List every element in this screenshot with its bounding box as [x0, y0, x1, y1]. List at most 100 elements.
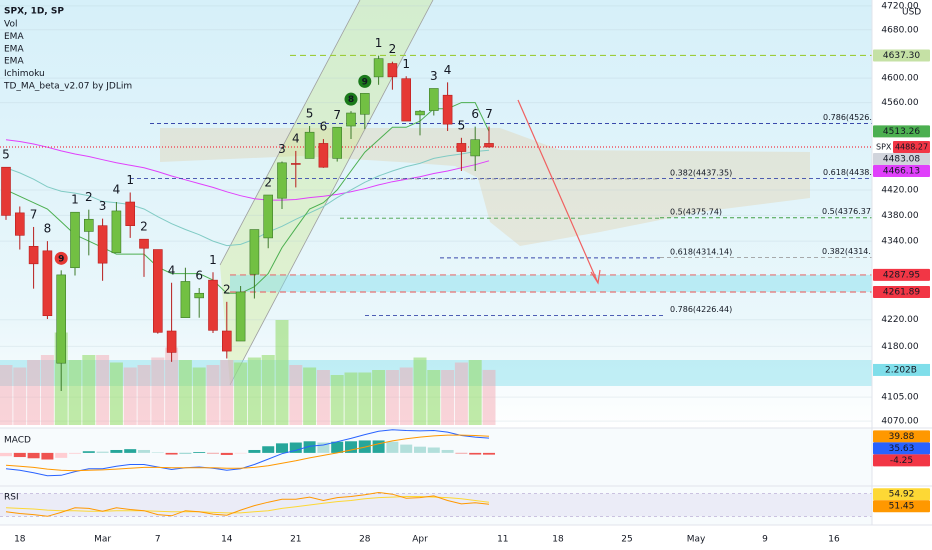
macd-histogram [207, 452, 219, 454]
volume-bar [247, 357, 261, 425]
indicator-line [5, 102, 490, 294]
macd-histogram [469, 452, 482, 455]
candle-body [277, 162, 287, 199]
y-tick-label: 4380.00 [881, 211, 918, 221]
arrow-head [590, 269, 601, 285]
x-tick-label: 7 [155, 535, 161, 545]
price-box-label: 54.92 [889, 490, 915, 500]
pane-title: RSI [4, 493, 19, 503]
macd-histogram [179, 452, 192, 454]
price-box [873, 442, 930, 455]
candle-body [139, 238, 149, 249]
candle-body [166, 330, 177, 353]
y-tick-label: 4070.00 [881, 417, 918, 427]
candle-body [208, 279, 218, 331]
indicator-name: Vol [4, 20, 17, 30]
volume-bar [206, 365, 220, 425]
y-tick-label: 4105.00 [881, 393, 918, 403]
candle-body [387, 63, 398, 78]
macd-histogram [317, 442, 330, 453]
candle-body [42, 250, 53, 317]
candle-body [401, 78, 412, 122]
volume-bar [482, 369, 496, 425]
volume-bar [137, 365, 151, 425]
price-box-label: 4513.26 [883, 127, 920, 137]
macd-histogram [386, 441, 399, 453]
volume-bar [427, 370, 441, 425]
candle-body [235, 291, 246, 342]
candle-body [111, 210, 122, 254]
td-count: 4 [444, 63, 452, 77]
fib-label: 0.786(4226.44) [670, 305, 732, 314]
volume-bar [441, 370, 455, 425]
td-count: 5 [306, 107, 314, 121]
td-count: 3 [278, 142, 286, 156]
volume-bar [123, 367, 137, 425]
volume-bar [385, 370, 399, 425]
td-count: 8 [44, 222, 52, 236]
candle-body [222, 330, 232, 352]
macd-histogram [193, 452, 206, 453]
channel-line [229, 0, 434, 386]
macd-histogram [441, 449, 454, 453]
macd-histogram [262, 446, 275, 453]
x-tick-label: 21 [290, 535, 301, 545]
volume-bar [330, 375, 344, 425]
rsi-ma-line [5, 496, 490, 514]
td-count: 4 [292, 131, 300, 145]
td-count: 7 [333, 108, 341, 122]
candle-body [15, 212, 25, 236]
volume-bar [96, 355, 110, 425]
td-count: 6 [320, 120, 328, 134]
macd-histogram [151, 452, 164, 453]
fib-label: 0.786(4526.04) [823, 113, 885, 122]
x-tick-label: 18 [552, 535, 564, 545]
y-tick-label: 4420.00 [881, 185, 918, 195]
price-box [873, 125, 930, 138]
x-tick-label: 25 [621, 535, 632, 545]
x-tick-label: 14 [221, 535, 233, 545]
volume-bar [275, 320, 289, 425]
candle-body [125, 201, 135, 226]
volume-bar [399, 367, 413, 425]
macd-histogram [455, 452, 468, 454]
candle-body [442, 94, 453, 125]
chart-title: SPX, 1D, SP [4, 7, 64, 17]
fib-label: 0.382(4437.35) [670, 168, 732, 177]
plot-layer: 0.786(4526.04) 0.618(4438.12) 0.382(4437.3… [0, 5, 885, 517]
macd-histogram [110, 449, 123, 453]
candle-body [194, 292, 204, 299]
fib-label: 0.618(4314.14) [670, 247, 732, 256]
candle-body [428, 88, 439, 111]
candle-body [415, 110, 425, 116]
volume-bar [261, 355, 275, 425]
macd-histogram [372, 440, 385, 453]
candle-body [97, 225, 108, 264]
candle-body [359, 93, 370, 115]
fib-label: 0.618(4438.12) [823, 168, 885, 177]
candle-body [28, 245, 39, 265]
macd-histogram [303, 441, 316, 453]
symbol-tag: SPX [876, 142, 892, 151]
macd-histogram [483, 452, 495, 455]
price-box-label: 4466.13 [883, 166, 920, 176]
volume-bar [220, 360, 234, 425]
rsi-pane [0, 486, 872, 525]
price-box-label: 39.88 [889, 432, 915, 442]
indicator-name: EMA [4, 32, 24, 42]
forecast-arrow [517, 99, 599, 284]
macd-histogram [124, 449, 137, 453]
candle-body [304, 131, 315, 159]
macd-histogram [27, 452, 40, 459]
y-tick-label: 4220.00 [881, 315, 918, 325]
macd-histogram [345, 441, 357, 453]
price-box [873, 454, 930, 467]
indicator-name: TD_MA_beta_v2.07 by JDLim [3, 82, 132, 92]
support-zone [230, 274, 872, 293]
x-tick-label: 9 [762, 535, 768, 545]
y-tick-label: 4180.00 [881, 342, 918, 352]
volume-box-label: 2.202B [885, 365, 917, 375]
candle-body [484, 143, 494, 148]
volume-bar [372, 370, 386, 425]
macd-histogram [248, 449, 261, 453]
